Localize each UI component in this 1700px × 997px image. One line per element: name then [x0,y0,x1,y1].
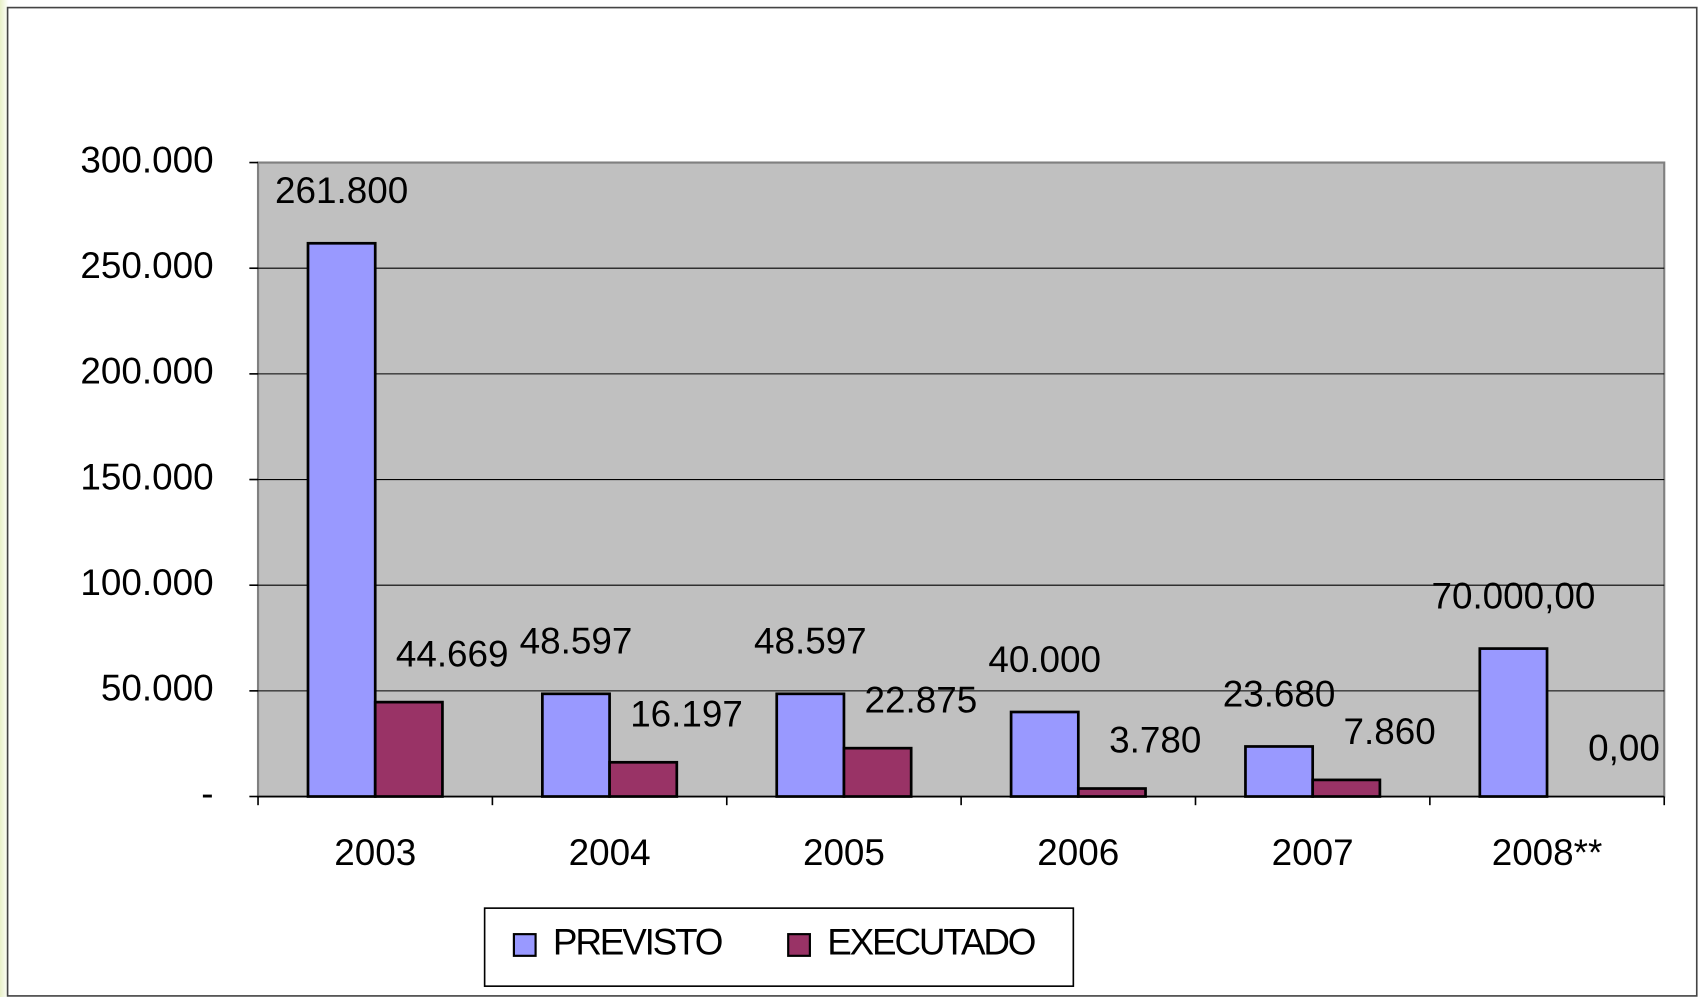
bar [608,760,679,798]
bar [541,692,611,798]
legend-swatch [512,933,537,957]
y-tick-label: 300.000 [80,139,213,180]
bar [306,241,377,798]
legend-label: EXECUTADO [827,922,1035,963]
value-label: 23.680 [1223,673,1336,714]
y-tick-label: - [201,773,213,814]
y-tick-label: 100.000 [80,562,213,603]
bar [1009,710,1080,798]
value-label: 0,00 [1588,728,1660,769]
value-label: 48.597 [520,621,633,662]
y-tick-label: 50.000 [101,668,214,709]
x-tick-label: 2003 [334,832,416,873]
value-label: 16.197 [630,694,743,735]
y-tick-label: 250.000 [80,245,213,286]
value-label: 48.597 [754,621,867,662]
bar [1311,778,1382,798]
y-tick-label: 200.000 [80,351,213,392]
legend-swatch [787,933,811,957]
x-tick-label: 2005 [803,832,885,873]
value-label: 70.000,00 [1431,575,1595,616]
x-tick-label: 2006 [1037,832,1119,873]
value-label: 40.000 [988,639,1101,680]
bar [1478,647,1549,798]
legend-label: PREVISTO [553,922,722,963]
bar [1076,787,1147,798]
value-label: 261.800 [275,170,408,211]
bar [842,746,913,798]
x-tick-label: 2008** [1492,832,1603,873]
value-label: 44.669 [396,633,509,674]
x-tick-label: 2007 [1272,832,1354,873]
y-tick-label: 150.000 [80,456,213,497]
bar [1244,745,1315,798]
bar [775,692,846,798]
value-label: 22.875 [865,679,978,720]
value-label: 7.860 [1344,711,1436,752]
edge [0,0,9,997]
value-label: 3.780 [1109,720,1201,761]
legend [483,907,1075,987]
bar [373,700,444,798]
x-tick-label: 2004 [569,832,651,873]
